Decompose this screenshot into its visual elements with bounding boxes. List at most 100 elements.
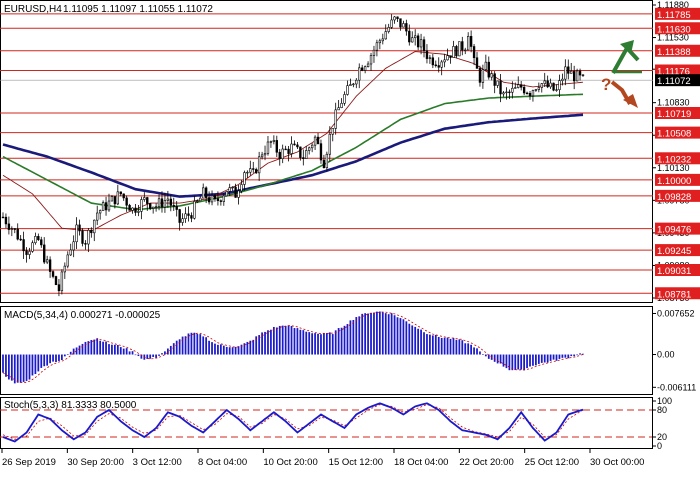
level-label-box xyxy=(655,264,700,277)
macd-bar xyxy=(449,338,452,355)
candle-body xyxy=(490,73,493,78)
macd-bar xyxy=(555,354,558,361)
macd-bar xyxy=(99,340,102,355)
candle-body xyxy=(308,147,311,151)
candle-body xyxy=(570,70,573,74)
moving-averages xyxy=(2,51,584,232)
candle-body xyxy=(275,140,278,153)
macd-bar xyxy=(352,320,355,355)
candle-body xyxy=(325,153,329,169)
candle-body xyxy=(525,92,529,95)
candle-body xyxy=(440,61,443,68)
candle-body xyxy=(375,42,379,51)
macd-bar xyxy=(55,354,57,363)
candle-body xyxy=(104,202,108,211)
macd-bar xyxy=(137,354,140,357)
candle-body xyxy=(581,74,585,76)
macd-bar xyxy=(2,354,4,373)
candle-body xyxy=(549,82,552,88)
macd-bar xyxy=(349,320,352,355)
macd-bar xyxy=(452,338,455,355)
macd-bar xyxy=(358,316,361,355)
candle-body xyxy=(517,84,520,88)
level-label-box xyxy=(655,152,700,165)
macd-bar xyxy=(131,351,134,355)
macd-bar xyxy=(405,321,408,355)
macd-bar xyxy=(532,354,534,366)
price-tick-label: 1.11880 xyxy=(657,0,689,10)
macd-bar xyxy=(325,333,328,355)
macd-bar xyxy=(111,344,113,355)
candle-body xyxy=(505,91,508,94)
macd-bar xyxy=(558,354,561,359)
candle-body xyxy=(466,36,470,51)
macd-bar xyxy=(152,354,155,357)
macd-bar xyxy=(155,354,157,358)
candle-body xyxy=(496,80,499,86)
candle-body xyxy=(237,190,240,198)
macd-bar xyxy=(119,347,122,355)
macd-bar xyxy=(134,354,137,356)
macd-bar xyxy=(302,330,305,355)
candle-body xyxy=(469,36,473,47)
candle-body xyxy=(387,27,390,32)
macd-bar xyxy=(564,354,567,358)
candle-body xyxy=(151,206,155,209)
candle-body xyxy=(540,83,543,88)
stoch-lines xyxy=(2,402,584,443)
candle-body xyxy=(196,200,199,202)
macd-bar xyxy=(340,327,343,355)
candle-body xyxy=(487,61,490,78)
candle-body xyxy=(213,195,217,200)
level-label: 1.11785 xyxy=(657,10,691,21)
stoch-title: Stoch(5,3,3) 81.3333 80.5000 xyxy=(4,400,137,411)
macd-bar xyxy=(105,341,107,355)
level-label: 1.09245 xyxy=(657,246,691,257)
level-label: 1.10508 xyxy=(657,129,691,140)
macd-bar xyxy=(552,354,555,360)
level-label-box xyxy=(655,222,700,235)
macd-bar xyxy=(16,354,19,383)
candle-body xyxy=(310,144,314,149)
candle-body xyxy=(428,57,432,59)
macd-bar xyxy=(5,354,7,377)
macd-bar xyxy=(275,327,278,355)
candle-body xyxy=(425,50,429,59)
candle-body xyxy=(107,200,111,211)
candle-body xyxy=(528,93,532,97)
candle-body xyxy=(252,168,255,170)
candle-body xyxy=(508,91,511,94)
candle-body xyxy=(561,78,564,81)
macd-bar xyxy=(423,332,425,355)
candle-body xyxy=(210,195,214,203)
macd-bar xyxy=(487,354,490,359)
candle-body xyxy=(534,89,538,91)
macd-bar xyxy=(202,336,205,355)
macd-bar xyxy=(184,336,187,355)
candle-body xyxy=(269,141,273,143)
macd-bar xyxy=(272,326,275,355)
question-mark-icon: ? xyxy=(601,75,611,94)
candle-body xyxy=(54,276,58,285)
candle-body xyxy=(190,215,193,219)
macd-bar xyxy=(193,332,196,355)
macd-bar xyxy=(431,335,434,355)
macd-bar xyxy=(102,341,104,355)
macd-bar xyxy=(582,353,584,355)
macd-bar xyxy=(549,354,552,361)
macd-bar xyxy=(467,343,470,355)
candle-body xyxy=(175,206,178,210)
moving-average-line xyxy=(2,93,584,211)
macd-bar xyxy=(387,314,390,355)
level-label: 1.09828 xyxy=(657,192,691,203)
candle-body xyxy=(228,187,231,192)
candle-body xyxy=(461,41,464,51)
forecast-arrows: ? xyxy=(601,40,642,108)
candle-body xyxy=(101,202,105,211)
level-label: 1.09031 xyxy=(657,266,691,277)
stoch-tick-label: 80 xyxy=(657,405,667,415)
candle-body xyxy=(322,159,326,169)
candle-body xyxy=(181,218,184,223)
macd-bar xyxy=(440,337,443,355)
